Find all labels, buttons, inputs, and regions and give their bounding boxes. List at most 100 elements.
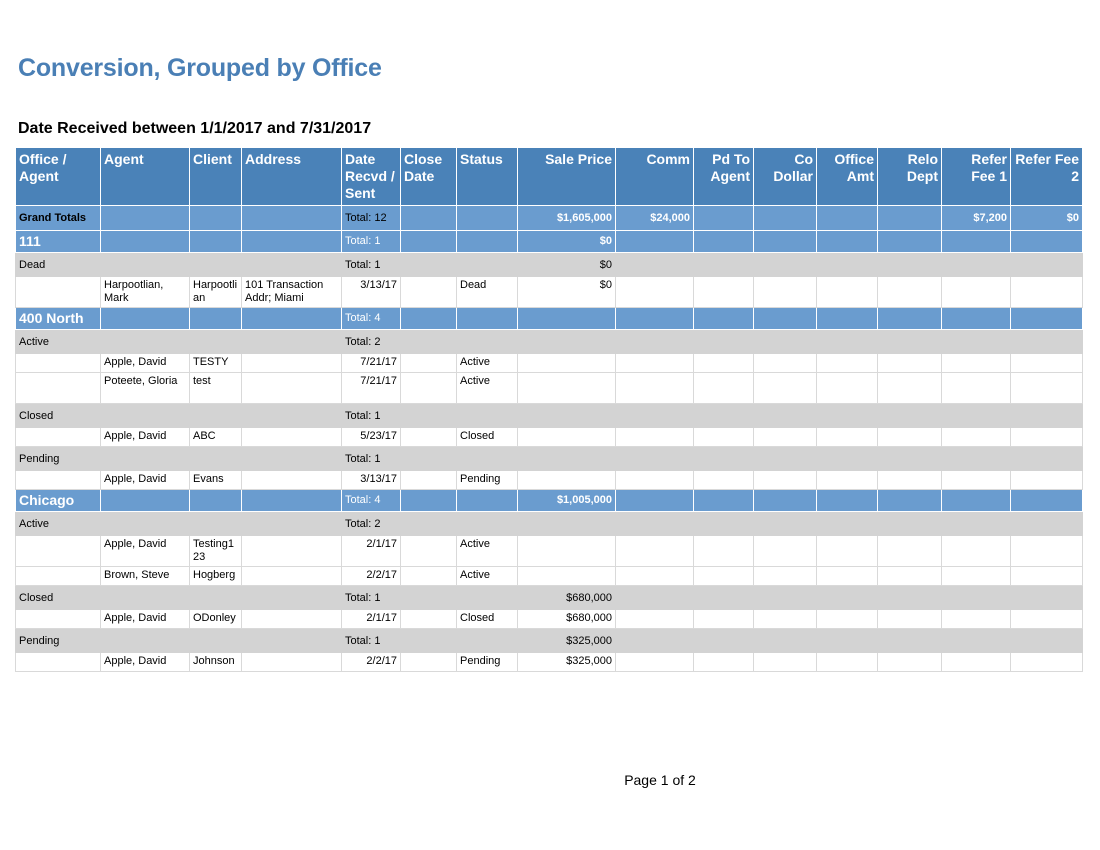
row-address — [241, 427, 342, 447]
row-agent: Apple, David — [100, 535, 190, 567]
office-name: 400 North — [15, 307, 101, 330]
row-address — [241, 353, 342, 373]
header-row: Office / Agent Agent Client Address Date… — [15, 147, 1083, 206]
row-sale-price — [517, 372, 616, 404]
status-group-sale-price — [517, 403, 616, 428]
row-status: Active — [456, 535, 518, 567]
status-group-row: Dead Total: 1 $0 — [15, 252, 1083, 277]
row-date-recvd: 7/21/17 — [341, 353, 401, 373]
row-address — [241, 372, 342, 404]
col-header-refer-fee-2: Refer Fee 2 — [1010, 147, 1083, 206]
row-status: Active — [456, 372, 518, 404]
row-status: Pending — [456, 470, 518, 490]
grand-totals-label: Grand Totals — [15, 205, 101, 231]
row-date-recvd: 5/23/17 — [341, 427, 401, 447]
row-status: Pending — [456, 652, 518, 672]
status-group-sale-price — [517, 329, 616, 354]
col-header-pd-to-agent: Pd To Agent — [693, 147, 754, 206]
office-row: 111 Total: 1 $0 — [15, 230, 1083, 253]
row-client: Testing123 — [189, 535, 242, 567]
row-status: Active — [456, 353, 518, 373]
grand-totals-sale-price: $1,605,000 — [517, 205, 616, 231]
col-header-agent: Agent — [100, 147, 190, 206]
row-date-recvd: 2/2/17 — [341, 566, 401, 586]
col-header-office-amt: Office Amt — [816, 147, 878, 206]
row-client: test — [189, 372, 242, 404]
table-row: Apple, David ODonley 2/1/17 Closed $680,000 — [15, 609, 1083, 629]
office-sale-price: $0 — [517, 230, 616, 253]
status-group-row: Active Total: 2 — [15, 511, 1083, 536]
table-row: Apple, David TESTY 7/21/17 Active — [15, 353, 1083, 373]
row-client: Evans — [189, 470, 242, 490]
row-sale-price — [517, 470, 616, 490]
row-client: TESTY — [189, 353, 242, 373]
status-group-row: Pending Total: 1 $325,000 — [15, 628, 1083, 653]
col-header-sale-price: Sale Price — [517, 147, 616, 206]
row-sale-price: $680,000 — [517, 609, 616, 629]
col-header-office-agent: Office / Agent — [15, 147, 101, 206]
table-row: Poteete, Gloria test 7/21/17 Active — [15, 372, 1083, 404]
status-group-label: Pending — [15, 446, 342, 471]
status-group-sale-price: $680,000 — [517, 585, 616, 610]
report-subtitle: Date Received between 1/1/2017 and 7/31/… — [18, 120, 372, 137]
page-number: Page 1 of 2 — [624, 772, 696, 788]
office-sale-price — [517, 307, 616, 330]
table-row: Apple, David Evans 3/13/17 Pending — [15, 470, 1083, 490]
col-header-address: Address — [241, 147, 342, 206]
status-group-label: Dead — [15, 252, 342, 277]
status-group-label: Active — [15, 329, 342, 354]
status-group-total: Total: 2 — [341, 511, 518, 536]
row-client: Johnson — [189, 652, 242, 672]
row-sale-price: $325,000 — [517, 652, 616, 672]
col-header-date-recvd: Date Recvd / Sent — [341, 147, 401, 206]
row-agent: Apple, David — [100, 609, 190, 629]
status-group-total: Total: 2 — [341, 329, 518, 354]
status-group-label: Closed — [15, 403, 342, 428]
report-title: Conversion, Grouped by Office — [18, 54, 382, 82]
row-date-recvd: 2/1/17 — [341, 535, 401, 567]
row-date-recvd: 2/1/17 — [341, 609, 401, 629]
row-address — [241, 652, 342, 672]
office-sale-price: $1,005,000 — [517, 489, 616, 512]
col-header-close-date: Close Date — [400, 147, 457, 206]
status-group-sale-price — [517, 446, 616, 471]
col-header-comm: Comm — [615, 147, 694, 206]
table-row: Apple, David Testing123 2/1/17 Active — [15, 535, 1083, 567]
row-client: Hogberg — [189, 566, 242, 586]
status-group-row: Active Total: 2 — [15, 329, 1083, 354]
row-date-recvd: 3/13/17 — [341, 276, 401, 308]
row-address — [241, 535, 342, 567]
grand-totals-count: Total: 12 — [341, 205, 401, 231]
row-agent: Apple, David — [100, 353, 190, 373]
grand-totals-refer-fee-1: $7,200 — [941, 205, 1011, 231]
row-agent: Apple, David — [100, 470, 190, 490]
row-sale-price — [517, 535, 616, 567]
grand-totals-row: Grand Totals Total: 12 $1,605,000 $24,00… — [15, 205, 1083, 231]
status-group-total: Total: 1 — [341, 446, 518, 471]
row-status: Active — [456, 566, 518, 586]
status-group-total: Total: 1 — [341, 252, 518, 277]
status-group-label: Pending — [15, 628, 342, 653]
row-sale-price: $0 — [517, 276, 616, 308]
status-group-sale-price: $325,000 — [517, 628, 616, 653]
status-group-sale-price: $0 — [517, 252, 616, 277]
row-date-recvd: 2/2/17 — [341, 652, 401, 672]
row-sale-price — [517, 566, 616, 586]
row-status: Closed — [456, 427, 518, 447]
status-group-total: Total: 1 — [341, 585, 518, 610]
col-header-status: Status — [456, 147, 518, 206]
row-address — [241, 609, 342, 629]
row-date-recvd: 3/13/17 — [341, 470, 401, 490]
status-group-label: Closed — [15, 585, 342, 610]
row-status: Dead — [456, 276, 518, 308]
row-address: 101 Transaction Addr; Miami — [241, 276, 342, 308]
status-group-row: Closed Total: 1 $680,000 — [15, 585, 1083, 610]
status-group-sale-price — [517, 511, 616, 536]
row-status: Closed — [456, 609, 518, 629]
status-group-row: Pending Total: 1 — [15, 446, 1083, 471]
table-row: Apple, David ABC 5/23/17 Closed — [15, 427, 1083, 447]
conversion-table: Office / Agent Agent Client Address Date… — [15, 147, 1083, 672]
col-header-refer-fee-1: Refer Fee 1 — [941, 147, 1011, 206]
row-agent: Brown, Steve — [100, 566, 190, 586]
office-total: Total: 4 — [341, 489, 401, 512]
